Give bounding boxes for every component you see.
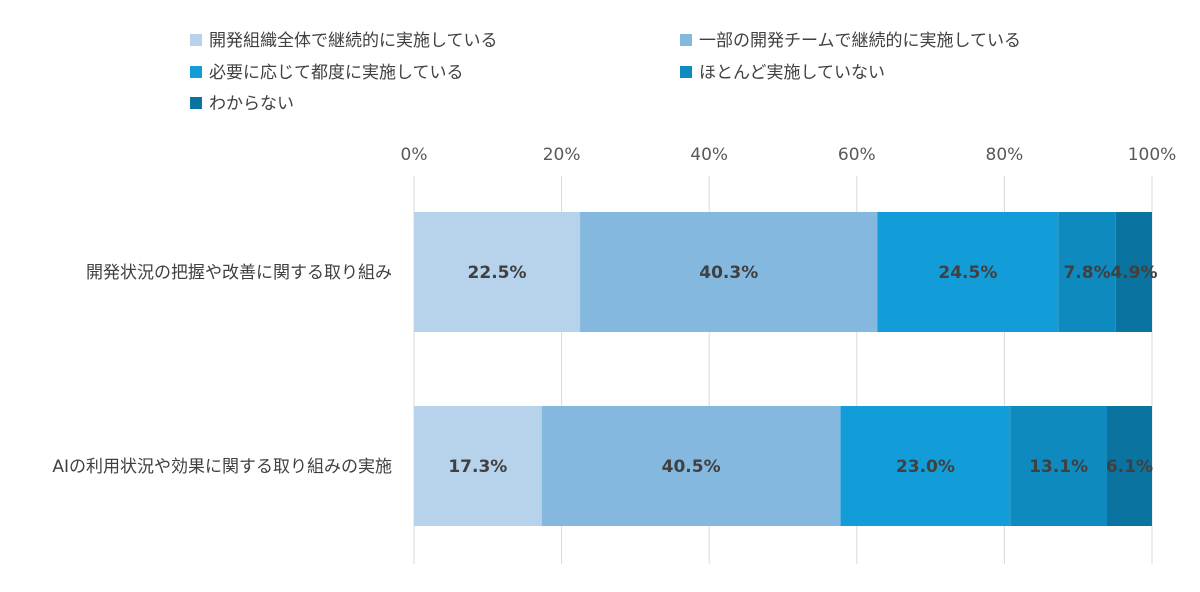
legend-label: わからない [209,94,294,114]
bar-segment [1010,406,1107,526]
x-tick-label: 20% [543,145,581,165]
bars: 開発状況の把握や改善に関する取り組み 22.5% 40.3% 24.5% 7.8% 4.9… [52,212,1157,526]
x-tick-label: 0% [401,145,428,165]
legend-label: 必要に応じて都度に実施している [209,63,464,83]
legend-label: 開発組織全体で継続的に実施している [209,31,498,51]
data-label: 6.1% [1106,457,1153,477]
legend-item: ほとんど実施していない [680,63,885,83]
bar-segment [580,212,878,332]
x-tick-label: 60% [838,145,876,165]
legend-swatch [190,34,202,46]
legend-swatch [680,34,692,46]
legend-item: わからない [190,94,294,114]
bar-segment [1115,212,1152,332]
data-label: 4.9% [1110,263,1157,283]
bar-segment [541,406,841,526]
bar-segment [840,406,1011,526]
data-label: 22.5% [468,263,527,283]
x-tick-label: 40% [690,145,728,165]
data-label: 40.3% [699,263,758,283]
legend-label: ほとんど実施していない [699,63,885,83]
bar-segment [414,212,581,332]
x-tick-label: 100% [1128,145,1177,165]
legend-swatch [190,97,202,109]
legend-item: 一部の開発チームで継続的に実施している [680,31,1021,51]
category-label: AIの利用状況や効果に関する取り組みの実施 [52,457,392,477]
legend-item: 必要に応じて都度に実施している [190,63,464,83]
bar-group: AIの利用状況や効果に関する取り組みの実施 17.3% 40.5% 23.0% 13.1… [52,406,1153,526]
x-tick-label: 80% [986,145,1024,165]
legend-label: 一部の開発チームで継続的に実施している [699,31,1021,51]
legend-swatch [680,66,692,78]
data-label: 7.8% [1063,263,1110,283]
bar-segment [1106,406,1152,526]
legend-swatch [190,66,202,78]
bar-segment [1058,212,1116,332]
bar-segment [877,212,1059,332]
legend: 開発組織全体で継続的に実施している 一部の開発チームで継続的に実施している必要に応… [190,31,1021,114]
data-label: 13.1% [1029,457,1088,477]
legend-item: 開発組織全体で継続的に実施している [190,31,498,51]
data-label: 23.0% [896,457,955,477]
category-label: 開発状況の把握や改善に関する取り組み [86,263,392,283]
bar-segment [414,406,542,526]
bar-group: 開発状況の把握や改善に関する取り組み 22.5% 40.3% 24.5% 7.8% 4.9… [86,212,1157,332]
data-label: 40.5% [662,457,721,477]
data-label: 24.5% [938,263,997,283]
data-label: 17.3% [448,457,507,477]
